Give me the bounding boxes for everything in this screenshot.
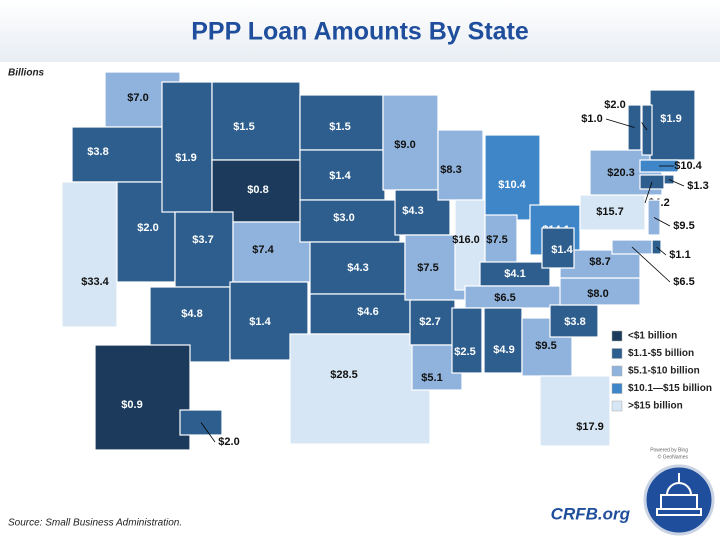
state	[541, 227, 575, 269]
legend-swatch	[611, 365, 623, 377]
state	[479, 261, 551, 287]
state-label: $1.4	[249, 316, 271, 328]
state-label: $2.0	[137, 222, 158, 234]
state-label: $17.9	[576, 421, 604, 433]
state-label: $3.8	[564, 316, 585, 328]
credit: © GeoNames	[658, 453, 689, 460]
state-label: $4.9	[493, 344, 514, 356]
state-label: $1.4	[551, 244, 573, 256]
brand: CRFB.org	[551, 504, 631, 523]
title: PPP Loan Amounts By State	[191, 18, 529, 46]
leader-line	[200, 422, 216, 443]
state-label: $6.5	[494, 292, 515, 304]
legend-label: $5.1-$10 billion	[628, 366, 700, 377]
legend: <$1 billion $1.1-$5 billion $5.1-$10 billi…	[611, 330, 712, 412]
state-label: $7.5	[486, 234, 507, 246]
state	[174, 211, 234, 288]
state-label: $4.1	[504, 268, 525, 280]
state	[382, 94, 439, 191]
state-label: $2.0	[218, 436, 239, 448]
legend-swatch	[611, 348, 623, 359]
state-label: $1.0	[581, 113, 602, 125]
leader-line	[656, 246, 667, 256]
state-label: $7.5	[417, 262, 438, 274]
state-label: $1.5	[233, 121, 254, 133]
state	[61, 181, 118, 328]
state	[451, 307, 483, 374]
state	[161, 81, 213, 213]
state-label: $8.3	[440, 164, 461, 176]
state-label: $1.5	[329, 121, 350, 133]
state-label: $7.4	[252, 244, 274, 256]
state	[71, 126, 163, 183]
state	[549, 304, 599, 338]
state	[299, 149, 386, 201]
state-label: $1.9	[175, 152, 196, 164]
leader-line	[631, 246, 671, 283]
state	[211, 81, 301, 161]
legend-swatch	[611, 330, 623, 342]
state	[579, 194, 646, 231]
state-label: $2.5	[454, 346, 475, 358]
state-label: $4.8	[181, 308, 202, 320]
map: $7.0 $3.8 $33.4 $2.0 $1.9 $1.5 $0.8 $3.7 $4.8 $7.…	[61, 71, 709, 451]
state-label: $9.0	[394, 139, 415, 151]
state	[309, 241, 406, 295]
state-label: $8.7	[589, 256, 610, 268]
state	[539, 375, 611, 447]
state-label: $3.7	[192, 234, 213, 246]
legend-label: <$1 billion	[628, 331, 677, 342]
state-label: $9.5	[535, 340, 556, 352]
state-label: $10.4	[674, 160, 702, 172]
state	[299, 199, 401, 243]
legend-swatch	[611, 400, 623, 412]
state-label: $0.8	[247, 184, 268, 196]
state-label: $1.9	[660, 113, 681, 125]
leader-line	[605, 118, 635, 128]
state	[483, 307, 523, 374]
state-label: $16.0	[452, 234, 480, 246]
logo	[643, 464, 715, 536]
state-label: $1.3	[687, 180, 708, 192]
header-band	[0, 0, 720, 62]
state	[409, 299, 456, 346]
state-label: $7.0	[127, 92, 148, 104]
state-label: $33.4	[81, 276, 109, 288]
state-label: $3.8	[87, 146, 108, 158]
state	[289, 333, 431, 445]
unit-label: Billions	[8, 68, 45, 79]
state-label: $1.1	[669, 249, 690, 261]
source: Source: Small Business Administration.	[8, 518, 182, 529]
leader-line	[668, 179, 685, 187]
state-label: $1.4	[329, 170, 351, 182]
leader-line	[653, 217, 671, 227]
legend-label: $1.1-$5 billion	[628, 348, 694, 359]
state-label: $2.7	[419, 316, 440, 328]
state-label: $4.6	[357, 306, 378, 318]
state-label: $2.0	[604, 99, 625, 111]
state-label: $8.0	[587, 288, 608, 300]
state-label: $6.5	[673, 276, 694, 288]
state-label: $20.3	[607, 167, 635, 179]
state	[559, 277, 641, 306]
leader-line	[644, 181, 653, 204]
state-label: $4.3	[402, 205, 423, 217]
legend-label: >$15 billion	[628, 401, 683, 412]
state	[94, 344, 191, 451]
state-label: $0.9	[121, 399, 142, 411]
state-label: $5.1	[421, 372, 442, 384]
state-label: $3.0	[333, 212, 354, 224]
legend-label: $10.1—$15 billion	[628, 383, 712, 394]
state-label: $4.3	[347, 262, 368, 274]
state-label: $9.5	[673, 220, 694, 232]
state-label: $10.4	[498, 179, 526, 191]
legend-swatch	[611, 383, 623, 394]
state-label: $15.7	[596, 206, 624, 218]
state-label: $28.5	[330, 369, 358, 381]
credit: Powered by Bing	[650, 447, 688, 453]
state	[437, 129, 484, 201]
state	[649, 89, 696, 161]
